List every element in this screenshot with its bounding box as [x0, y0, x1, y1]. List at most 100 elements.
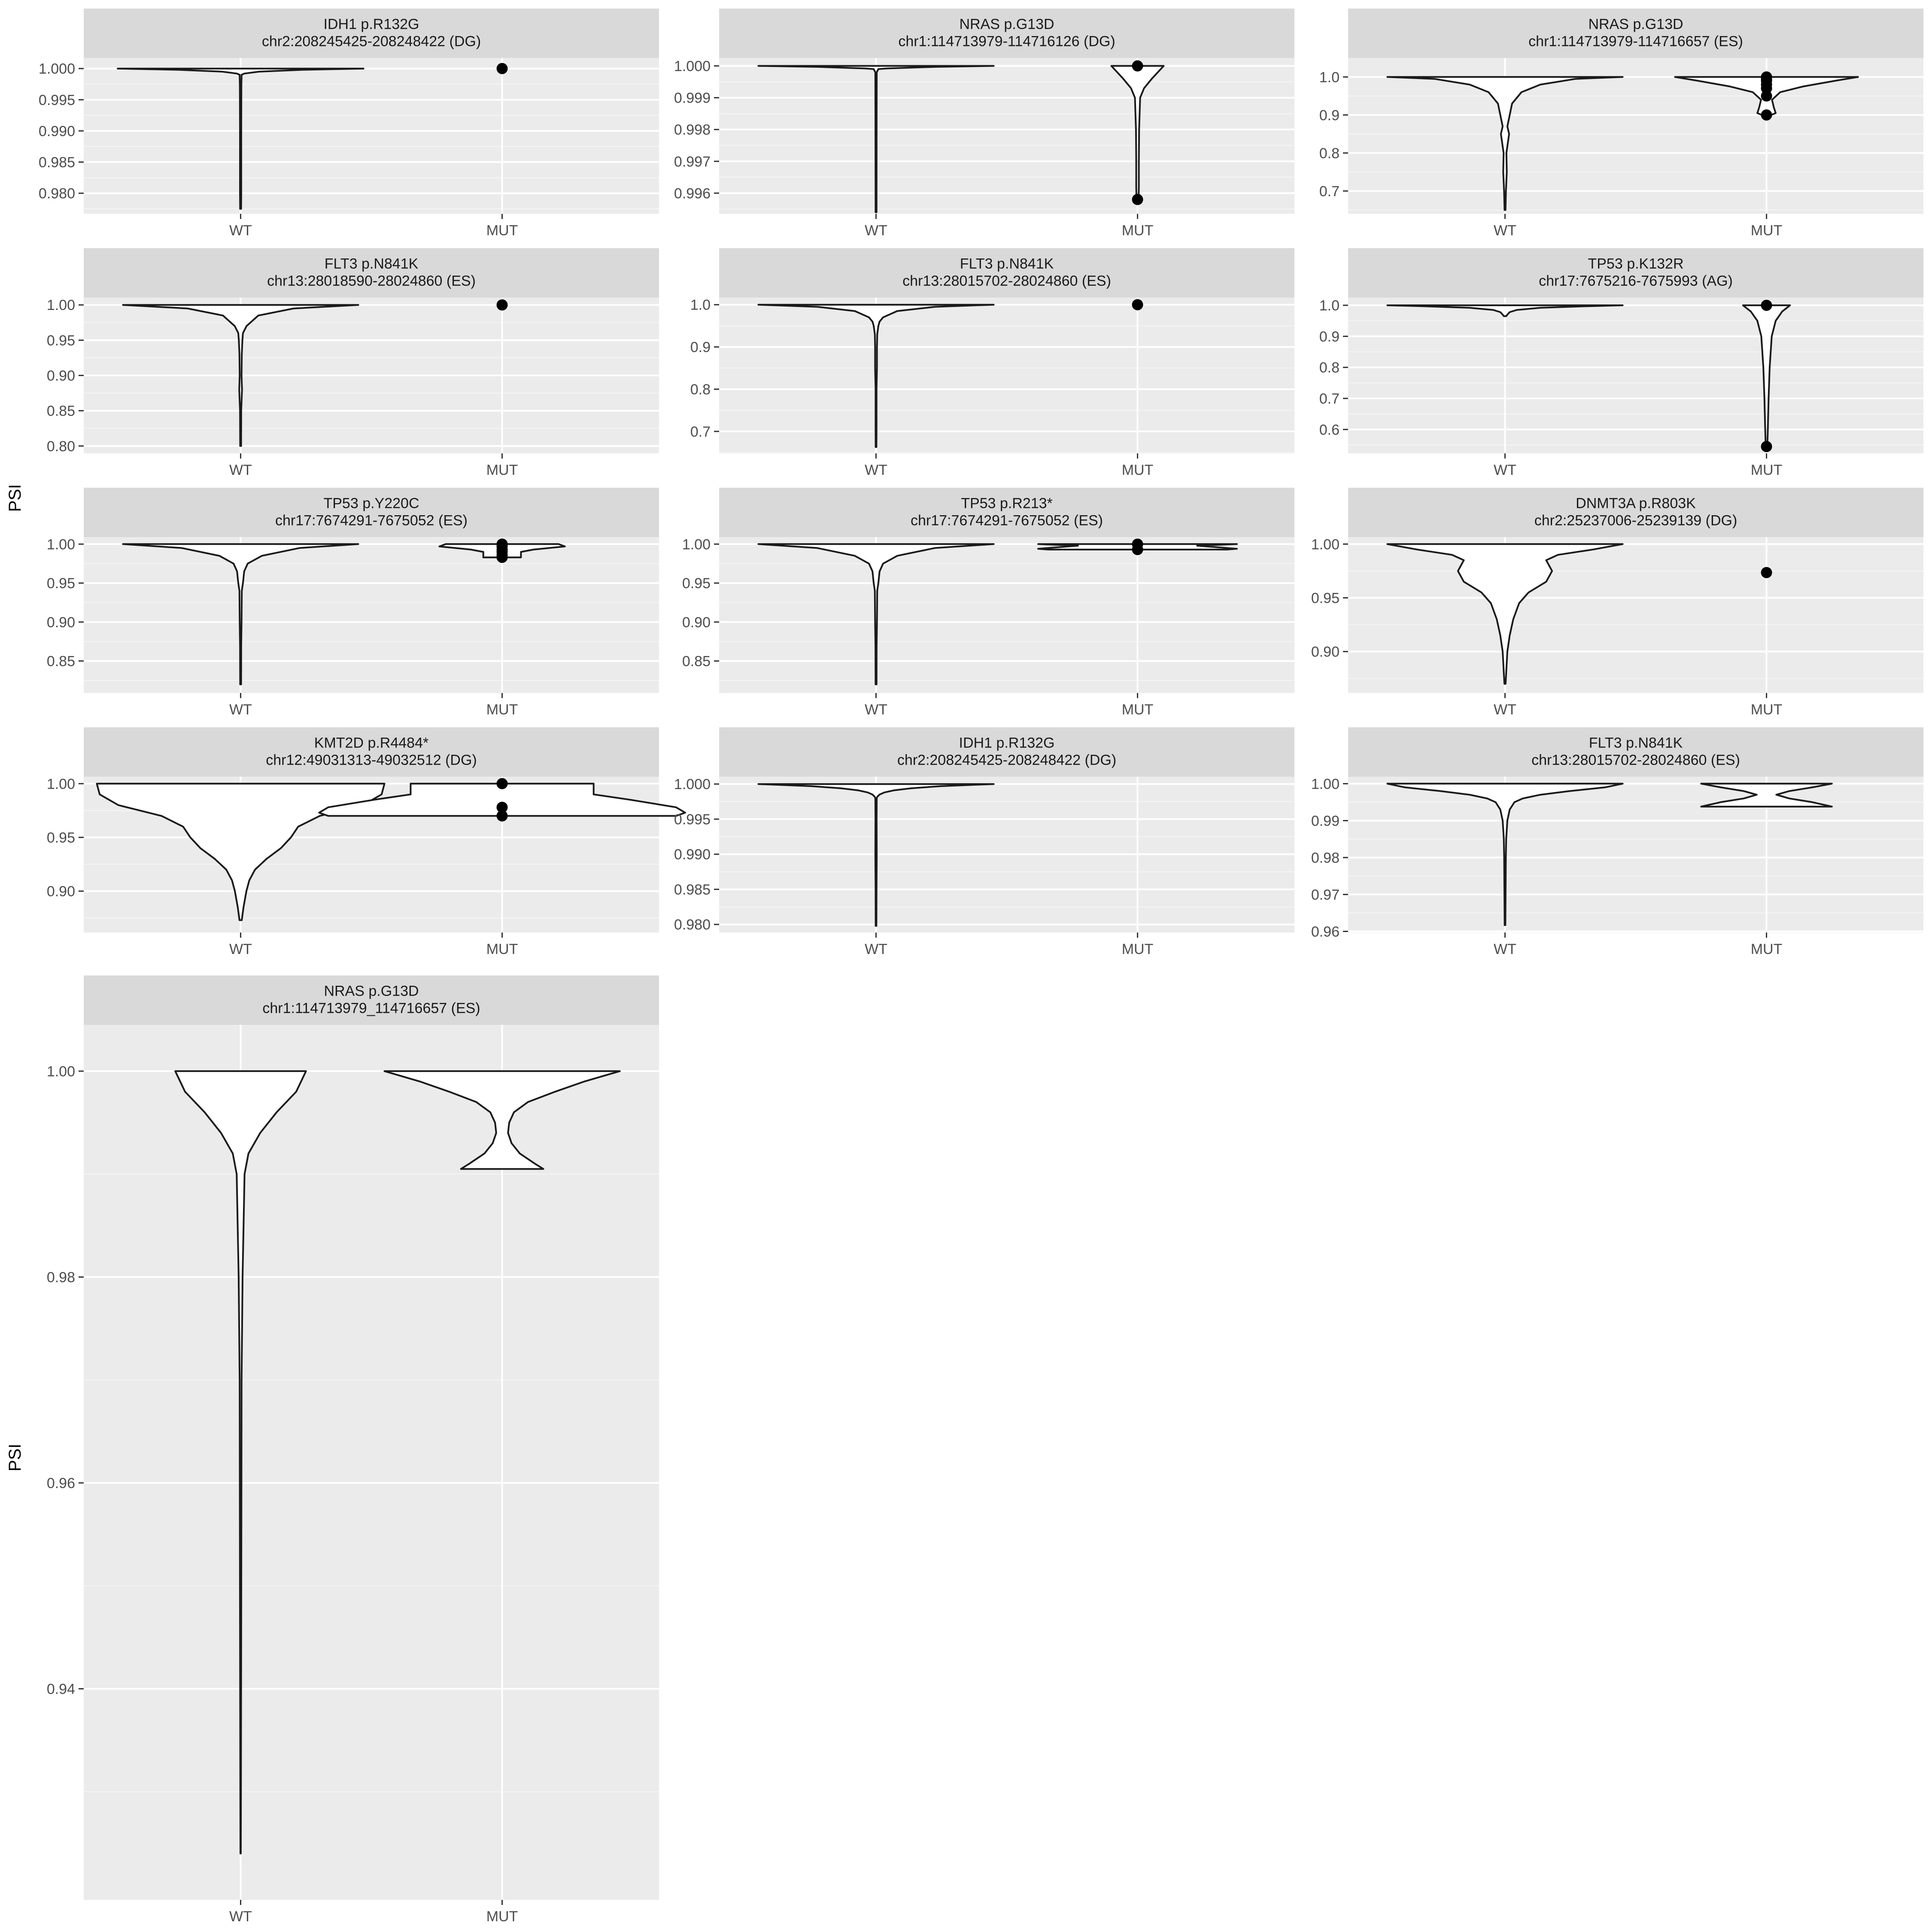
violin-wt: [1386, 783, 1624, 926]
y-tick-label: 0.7: [1319, 183, 1340, 200]
y-tick-label: 0.980: [39, 185, 75, 202]
y-tick-label: 0.995: [39, 92, 75, 108]
data-point-mut: [1761, 567, 1772, 578]
facet-strip: [84, 975, 659, 1025]
x-tick-label: MUT: [1122, 222, 1154, 239]
y-tick-label: 0.7: [1319, 391, 1340, 407]
violin-wt: [117, 67, 365, 210]
data-point-mut: [1132, 299, 1143, 310]
y-tick-label: 0.90: [47, 884, 75, 900]
x-tick-label: WT: [1494, 222, 1516, 239]
y-tick-label: 0.990: [39, 123, 75, 140]
x-tick-label: MUT: [486, 462, 518, 478]
y-tick-label: 0.96: [47, 1475, 75, 1492]
violin-wt: [122, 543, 359, 685]
y-tick-label: 0.998: [674, 122, 711, 138]
facet-panel: TP53 p.R213*chr17:7674291-7675052 (ES) 0.…: [682, 488, 1294, 718]
y-tick-label: 1.00: [47, 1063, 75, 1080]
facet-strip-label: IDH1 p.R132G: [324, 16, 419, 33]
y-tick-label: 0.95: [682, 575, 711, 592]
y-tick-label: 0.90: [47, 614, 75, 631]
x-tick-label: WT: [229, 702, 252, 718]
y-tick-label: 0.98: [47, 1269, 75, 1285]
facet-strip-sublabel: chr12:49031313-49032512 (DG): [266, 752, 477, 769]
y-tick-label: 0.980: [674, 917, 711, 933]
facet-strip-sublabel: chr17:7675216-7675993 (AG): [1539, 273, 1733, 289]
facet-strip-label: DNMT3A p.R803K: [1576, 495, 1696, 512]
x-tick-label: WT: [1494, 941, 1516, 957]
x-tick-label: WT: [229, 1908, 252, 1925]
violin-wt: [1386, 304, 1624, 317]
facet-strip: [1348, 727, 1923, 777]
violin-wt: [96, 783, 386, 921]
facet-strip: [719, 727, 1294, 777]
y-tick-label: 0.97: [1311, 887, 1340, 903]
y-tick-label: 0.8: [1319, 360, 1340, 376]
facet-strip: [1348, 9, 1923, 58]
y-tick-label: 0.985: [674, 881, 711, 898]
y-tick-label: 0.985: [39, 154, 75, 170]
x-tick-label: WT: [865, 702, 887, 718]
y-tick-label: 0.98: [1311, 850, 1340, 866]
x-tick-label: MUT: [486, 702, 518, 718]
x-tick-label: MUT: [486, 222, 518, 239]
facet-strip-label: FLT3 p.N841K: [1589, 735, 1683, 751]
panel-background: [1348, 537, 1923, 693]
y-tick-label: 0.95: [47, 575, 75, 592]
x-tick-label: WT: [229, 941, 252, 957]
y-tick-label: 0.990: [674, 847, 711, 863]
x-tick-label: WT: [1494, 702, 1516, 718]
facet-strip-sublabel: chr13:28015702-28024860 (ES): [1531, 752, 1740, 769]
y-tick-label: 1.000: [39, 61, 75, 77]
facet-strip: [1348, 248, 1923, 298]
y-tick-label: 0.94: [47, 1681, 75, 1697]
y-tick-label: 0.85: [47, 403, 75, 419]
y-tick-label: 1.000: [674, 58, 711, 75]
facet-strip: [719, 9, 1294, 58]
data-point-mut: [496, 63, 508, 74]
facet-strip: [1348, 488, 1923, 537]
data-point-mut: [496, 299, 508, 311]
x-tick-label: WT: [865, 222, 887, 239]
panel-background: [1348, 777, 1923, 933]
panel-background: [719, 537, 1294, 693]
y-tick-label: 0.96: [1311, 923, 1340, 940]
data-point-mut: [1132, 194, 1143, 205]
facet-strip-sublabel: chr13:28018590-28024860 (ES): [267, 273, 476, 289]
data-point-mut: [496, 802, 508, 813]
x-tick-label: WT: [865, 941, 887, 957]
facet-panel: KMT2D p.R4484*chr12:49031313-49032512 (D…: [47, 727, 686, 957]
y-tick-label: 0.9: [1319, 107, 1340, 124]
y-tick-label: 0.9: [1319, 328, 1340, 345]
y-tick-label: 0.8: [690, 381, 711, 398]
x-tick-label: MUT: [1751, 941, 1783, 957]
y-tick-label: 0.90: [682, 614, 711, 631]
facet-strip-label: KMT2D p.R4484*: [314, 735, 428, 751]
y-tick-label: 0.80: [47, 438, 75, 455]
facet-strip-sublabel: chr2:25237006-25239139 (DG): [1534, 513, 1738, 529]
facet-strip-label: FLT3 p.N841K: [960, 256, 1054, 272]
facet-strip: [84, 248, 659, 298]
y-tick-label: 1.0: [1319, 298, 1340, 314]
x-tick-label: MUT: [1122, 462, 1154, 478]
x-tick-label: MUT: [1122, 702, 1154, 718]
x-tick-label: MUT: [1751, 702, 1783, 718]
facet-strip-sublabel: chr17:7674291-7675052 (ES): [911, 513, 1103, 529]
panel-background: [719, 58, 1294, 214]
x-tick-label: MUT: [1751, 462, 1783, 478]
facet-strip-label: TP53 p.K132R: [1588, 256, 1683, 272]
y-tick-label: 1.00: [682, 536, 711, 553]
facet-strip-sublabel: chr1:114713979_114716657 (ES): [262, 1000, 480, 1017]
y-tick-label: 1.00: [47, 776, 75, 792]
x-tick-label: MUT: [1122, 941, 1154, 957]
y-tick-label: 0.6: [1319, 422, 1340, 438]
